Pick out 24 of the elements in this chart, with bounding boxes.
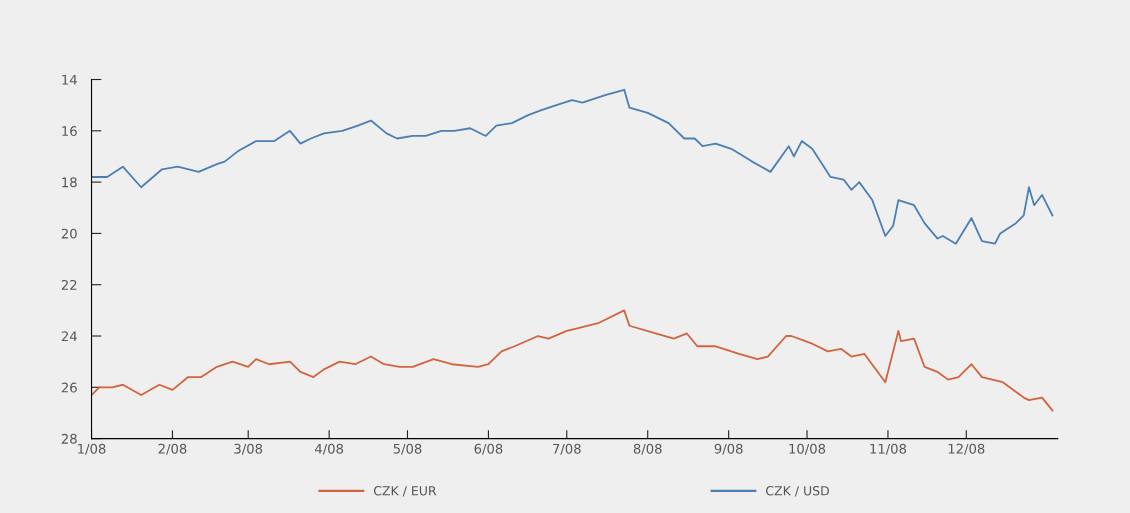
x-tick-label: 11/08 [870, 443, 907, 455]
x-tick-label: 3/08 [234, 443, 263, 455]
y-tick-label: 24 [61, 331, 77, 342]
legend-label: CZK / EUR [373, 486, 437, 497]
x-tick-label: 5/08 [393, 443, 422, 455]
line-series [91, 88, 1054, 245]
x-tick-label: 8/08 [633, 443, 662, 455]
x-tick-label: 6/08 [474, 443, 503, 455]
legend-label: CZK / USD [766, 486, 829, 497]
y-tick-label: 16 [62, 126, 77, 137]
x-tick-label: 12/08 [948, 443, 985, 455]
x-tick-label: 7/08 [553, 443, 581, 455]
x-tick-label: 4/08 [314, 443, 344, 455]
line-series [91, 309, 1054, 412]
x-tick-label: 9/08 [714, 443, 743, 455]
y-tick-label: 28 [61, 433, 77, 444]
x-tick-label: 2/08 [158, 443, 187, 455]
x-tick-label: 10/08 [789, 443, 826, 455]
y-tick-label: 18 [62, 177, 77, 188]
y-tick-label: 26 [61, 382, 77, 393]
y-tick-label: 14 [62, 74, 77, 85]
y-tick-label: 20 [61, 228, 77, 239]
x-tick-label: 1/08 [78, 443, 106, 455]
y-tick-label: 22 [61, 279, 77, 290]
